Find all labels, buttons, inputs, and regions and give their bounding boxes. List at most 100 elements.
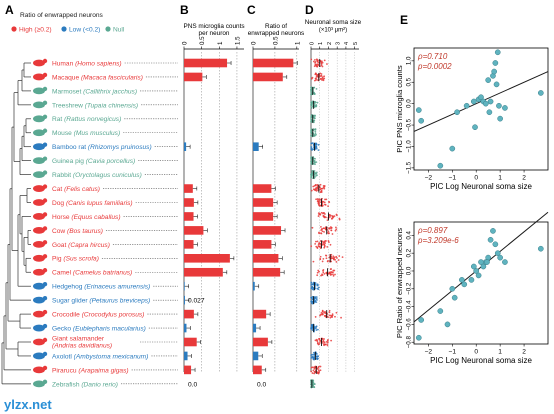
soma-point bbox=[310, 326, 313, 329]
soma-point bbox=[323, 315, 326, 317]
soma-point bbox=[323, 77, 326, 80]
soma-point bbox=[311, 372, 314, 374]
soma-point bbox=[315, 329, 318, 331]
x-tick-label: 3 bbox=[335, 42, 341, 45]
bar bbox=[184, 212, 194, 221]
data-point bbox=[492, 60, 499, 66]
x-tick-label: 1.5 bbox=[234, 36, 241, 45]
bamboo-rat-icon bbox=[33, 142, 48, 151]
bar bbox=[184, 351, 188, 361]
treeshrew-icon-body bbox=[33, 101, 45, 109]
soma-point bbox=[310, 354, 313, 357]
species-label: Cow (Bos taurus) bbox=[52, 228, 103, 235]
rabbit-icon-body bbox=[33, 171, 45, 179]
species-common: Marmoset bbox=[52, 88, 83, 95]
bar bbox=[184, 281, 185, 291]
soma-point bbox=[313, 297, 316, 299]
soma-point bbox=[329, 243, 332, 246]
treeshrew-icon-head bbox=[42, 100, 48, 106]
soma-point bbox=[313, 170, 316, 172]
species-label: Goat (Capra hircus) bbox=[52, 242, 110, 249]
panel-label-d: D bbox=[305, 3, 314, 17]
y-tick-label: −0.2 bbox=[406, 282, 413, 295]
soma-point bbox=[326, 260, 329, 263]
soma-point bbox=[313, 79, 316, 82]
species-latin: (Andrias davidianus) bbox=[52, 343, 112, 350]
soma-point bbox=[311, 174, 314, 177]
species-latin: (Ambystoma mexicanum) bbox=[74, 353, 149, 360]
legend-null-swatch bbox=[105, 26, 111, 32]
species-latin: (Canis lupus familiaris) bbox=[66, 200, 133, 207]
soma-point bbox=[314, 316, 317, 318]
soma-point bbox=[320, 64, 323, 67]
species-label: Zebrafish (Danio rerio) bbox=[52, 381, 118, 388]
rho-label: ρ=0.897 bbox=[417, 226, 448, 235]
y-tick-label: 1.0 bbox=[406, 56, 413, 65]
goat-icon-head bbox=[42, 240, 48, 245]
crocodile-icon-body bbox=[33, 310, 45, 318]
soma-point bbox=[314, 242, 317, 245]
soma-point bbox=[316, 341, 319, 344]
panel-unit: (×10³ μm²) bbox=[319, 28, 347, 34]
data-point bbox=[472, 124, 478, 131]
macaque-icon bbox=[33, 72, 48, 81]
horse-icon-head bbox=[42, 212, 48, 217]
soma-point bbox=[326, 341, 329, 344]
soma-point bbox=[320, 211, 323, 214]
soma-point bbox=[322, 185, 325, 187]
soma-point bbox=[318, 204, 321, 207]
soma-point bbox=[331, 217, 333, 220]
soma-point bbox=[315, 105, 318, 108]
soma-point bbox=[320, 190, 323, 193]
data-point bbox=[492, 241, 499, 248]
soma-point bbox=[330, 214, 332, 217]
data-point bbox=[449, 285, 456, 292]
gecko-icon-body bbox=[33, 324, 45, 332]
y-tick-label: 0.2 bbox=[406, 248, 413, 257]
gecko-icon-head bbox=[42, 323, 48, 329]
pig-icon bbox=[33, 254, 48, 262]
soma-point bbox=[317, 288, 320, 291]
soma-point bbox=[321, 310, 324, 313]
soma-point bbox=[332, 255, 335, 258]
soma-point bbox=[317, 355, 319, 358]
soma-point bbox=[319, 257, 322, 260]
bar bbox=[253, 254, 279, 263]
soma-point bbox=[315, 171, 318, 174]
soma-point bbox=[319, 213, 321, 215]
bar bbox=[253, 198, 274, 207]
species-latin: (Eublepharis macularius) bbox=[73, 325, 146, 332]
soma-point bbox=[315, 245, 318, 248]
species-label: Axolotl (Ambystoma mexicanum) bbox=[52, 353, 148, 360]
zebrafish-icon bbox=[33, 379, 48, 388]
soma-point bbox=[324, 198, 326, 201]
data-point bbox=[454, 109, 460, 116]
data-point bbox=[418, 117, 425, 124]
soma-point bbox=[317, 369, 320, 372]
data-point bbox=[485, 77, 492, 83]
soma-point bbox=[322, 339, 325, 342]
soma-point bbox=[316, 101, 319, 104]
soma-point bbox=[335, 213, 338, 216]
soma-point bbox=[328, 309, 331, 312]
data-point bbox=[486, 109, 493, 116]
species-label: Guinea pig (Cavia porcellus) bbox=[52, 158, 135, 165]
soma-point bbox=[313, 366, 316, 369]
soma-point bbox=[323, 338, 325, 340]
x-tick-label: 1 bbox=[217, 41, 224, 45]
soma-point bbox=[323, 59, 326, 62]
soma-point bbox=[341, 256, 344, 259]
species-common: Gecko bbox=[52, 325, 73, 332]
species-label: Pirarucu (Arapaima gigas) bbox=[52, 367, 129, 374]
soma-point bbox=[328, 272, 330, 275]
bar bbox=[184, 254, 230, 263]
soma-point bbox=[321, 60, 323, 63]
y-tick-label: 0.4 bbox=[406, 231, 413, 240]
panel-label-c: C bbox=[247, 3, 256, 17]
soma-point bbox=[313, 372, 316, 375]
soma-point bbox=[330, 229, 333, 232]
soma-point bbox=[319, 198, 322, 201]
human-icon bbox=[33, 58, 48, 67]
soma-point bbox=[317, 372, 320, 374]
soma-point bbox=[335, 260, 338, 263]
